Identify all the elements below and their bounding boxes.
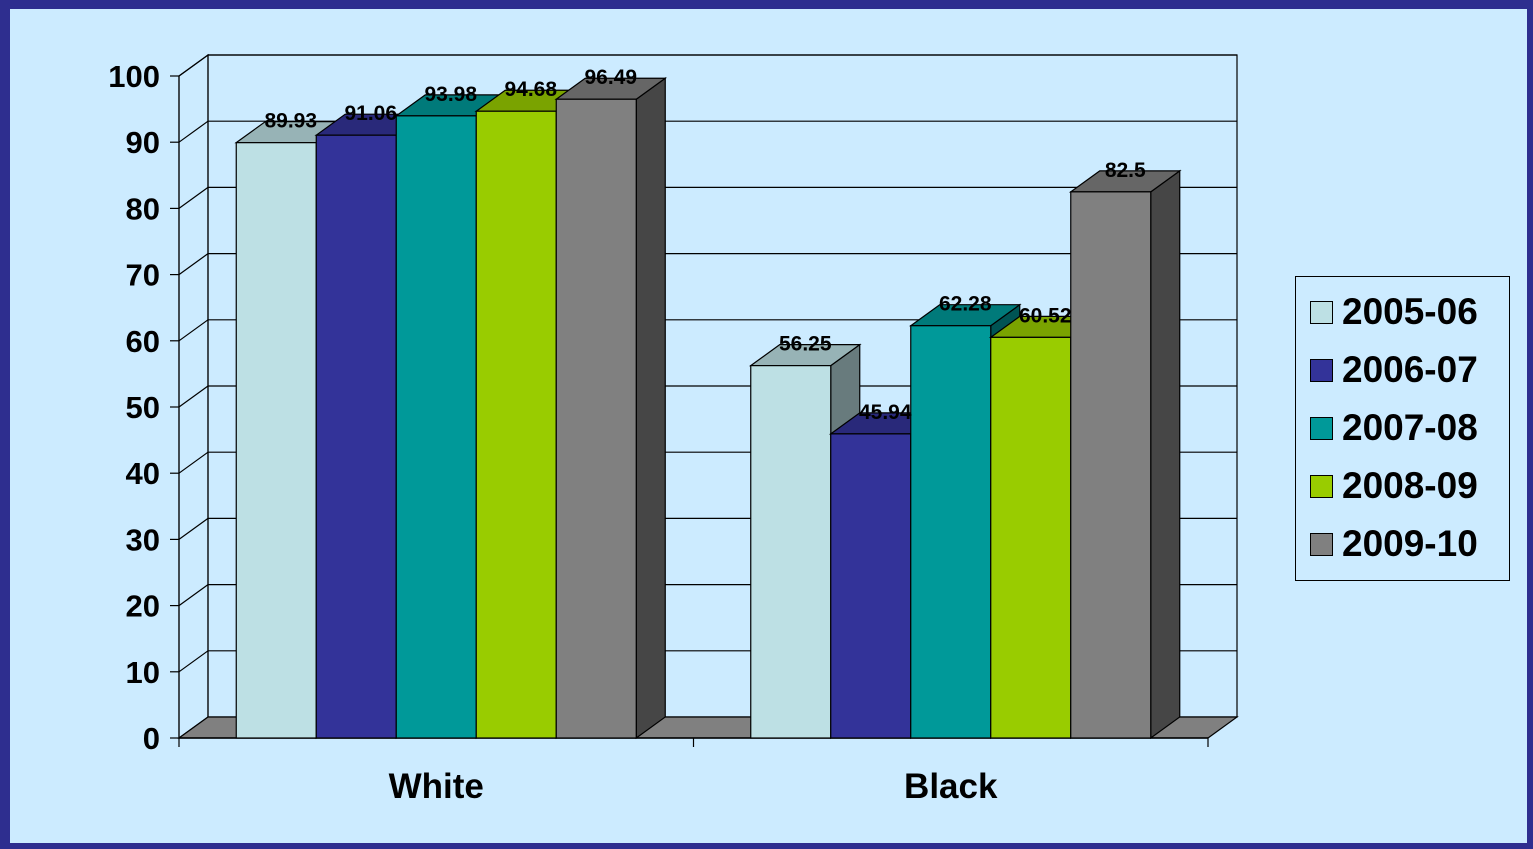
y-tick-label: 10 [126,655,160,690]
gridline [178,319,1237,342]
legend-swatch [1310,416,1333,440]
bar [475,110,557,739]
y-tick-label: 20 [126,589,160,624]
legend-swatch [1310,532,1333,556]
x-tick-label: White [389,767,484,806]
bar [910,325,992,739]
legend-item: 2009-10 [1296,515,1509,573]
data-label: 94.68 [504,78,557,101]
y-tick-label: 40 [126,456,160,491]
legend-label: 2006-07 [1342,349,1478,390]
legend-item: 2006-07 [1296,341,1509,399]
bar [830,433,912,739]
data-label: 56.25 [779,333,832,356]
legend-label: 2007-08 [1342,407,1478,448]
data-label: 96.49 [584,66,637,89]
y-tick-label: 30 [126,522,160,557]
legend-label: 2005-06 [1342,291,1478,332]
bar-side [1150,169,1181,740]
data-label: 93.98 [424,83,477,106]
y-tick-label: 70 [126,258,160,293]
legend-swatch [1310,300,1333,324]
data-label: 62.28 [939,293,992,316]
y-tick-label: 50 [126,390,160,425]
legend-item: 2007-08 [1296,399,1509,457]
bar-chart: 0 10 20 30 40 50 60 70 80 90 100 89.93 91.06 93.98 94.… [108,53,1239,806]
bar [395,115,477,739]
y-tick-label: 60 [126,324,160,359]
bar-side [635,77,666,740]
bar [990,336,1072,739]
gridline [178,385,1237,408]
y-tick-label: 0 [143,721,160,756]
gridline [178,253,1237,276]
data-label: 91.06 [344,102,397,125]
bar [1070,191,1152,739]
y-tick-label: 100 [108,59,160,94]
legend: 2005-06 2006-07 2007-08 2008-09 2009-10 [1295,276,1510,581]
gridline [178,186,1237,209]
data-label: 89.93 [264,110,317,133]
data-label: 82.5 [1105,159,1146,182]
chart-area: 0 10 20 30 40 50 60 70 80 90 100 89.93 91.06 93.98 94.… [10,9,1527,843]
gridline [178,120,1237,143]
y-tick-label: 90 [126,125,160,160]
gridline [178,54,1237,77]
legend-item: 2008-09 [1296,457,1509,515]
bar [315,134,397,739]
legend-label: 2008-09 [1342,465,1478,506]
y-tick-label: 80 [126,191,160,226]
x-tick-label: Black [904,767,998,806]
legend-swatch [1310,358,1333,382]
legend-swatch [1310,474,1333,498]
legend-item: 2005-06 [1296,283,1509,341]
bar [235,142,317,739]
bar [555,98,637,739]
data-label: 60.52 [1019,304,1072,327]
legend-label: 2009-10 [1342,523,1478,564]
bar [750,365,832,739]
data-label: 45.94 [859,401,912,424]
